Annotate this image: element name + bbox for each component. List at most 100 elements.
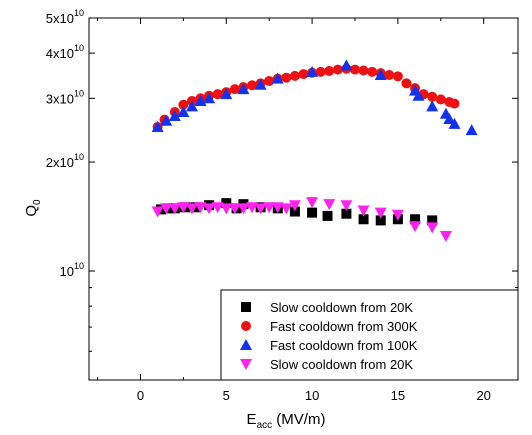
- data-point: [271, 72, 284, 84]
- legend-marker: [240, 339, 252, 350]
- data-point: [448, 117, 461, 129]
- data-point: [263, 202, 276, 214]
- legend-label: Slow cooldown from 20K: [270, 300, 413, 315]
- data-point: [177, 105, 190, 117]
- data-point: [443, 113, 456, 125]
- data-point: [341, 208, 352, 219]
- data-point: [427, 215, 438, 226]
- data-point: [212, 89, 223, 100]
- data-point: [427, 91, 438, 102]
- x-tick-label: 15: [391, 388, 405, 403]
- series-2: [152, 63, 460, 132]
- data-point: [349, 64, 360, 75]
- data-point: [392, 71, 403, 82]
- legend-label: Fast cooldown from 300K: [270, 319, 418, 334]
- y-tick-label: 3x1010: [46, 88, 84, 106]
- data-point: [412, 89, 425, 101]
- axis-ticks: 0 5 10 15 20 5x1010 4x1010 3x1010 2x1010 1010: [46, 8, 518, 403]
- data-point: [306, 197, 319, 209]
- x-axis-title: Eacc (MV/m): [247, 411, 326, 430]
- data-point: [289, 206, 300, 217]
- data-point: [237, 83, 250, 95]
- data-point: [237, 203, 250, 215]
- data-point: [332, 64, 343, 75]
- legend-item-1: Slow cooldown from 20K: [241, 300, 413, 315]
- data-point: [323, 199, 336, 211]
- data-point: [178, 99, 189, 110]
- y-tick-label: 2x1010: [46, 152, 84, 170]
- data-point: [194, 202, 207, 214]
- data-point: [426, 100, 439, 112]
- data-point: [306, 65, 319, 77]
- data-point: [229, 84, 240, 95]
- legend-marker: [241, 302, 251, 312]
- data-point: [281, 72, 292, 83]
- data-point: [228, 203, 241, 215]
- data-point: [401, 78, 412, 89]
- x-tick-label: 5: [223, 388, 230, 403]
- data-point: [264, 75, 275, 86]
- data-point: [374, 207, 387, 219]
- data-point: [271, 202, 284, 214]
- y-axis-title: Q0: [23, 199, 43, 217]
- legend-marker: [240, 359, 252, 370]
- data-point: [358, 65, 369, 76]
- legend-item-3: Fast cooldown from 100K: [240, 338, 418, 353]
- data-point: [465, 124, 478, 136]
- data-point: [254, 78, 267, 90]
- legend-entries: Slow cooldown from 20K Fast cooldown from…: [240, 300, 418, 372]
- series-4: [151, 197, 452, 242]
- x-tick-label: 0: [137, 388, 144, 403]
- data-point: [185, 203, 198, 215]
- data-point: [367, 66, 378, 77]
- data-point: [220, 88, 233, 100]
- data-point: [254, 203, 267, 215]
- data-point: [280, 203, 293, 215]
- data-point: [221, 198, 232, 209]
- data-point: [168, 110, 181, 122]
- series-3: [151, 59, 478, 136]
- data-points: [151, 59, 478, 242]
- legend-label: Slow cooldown from 20K: [270, 357, 413, 372]
- y-tick-label: 5x1010: [46, 8, 84, 26]
- data-point: [435, 94, 446, 105]
- data-point: [307, 207, 318, 218]
- data-point: [340, 200, 353, 212]
- legend-box: [220, 289, 519, 381]
- legend-item-2: Fast cooldown from 300K: [241, 319, 418, 334]
- data-point: [203, 92, 216, 104]
- data-point: [375, 215, 386, 226]
- data-point: [358, 214, 369, 225]
- data-point: [315, 66, 326, 77]
- y-tick-label: 1010: [60, 261, 84, 279]
- legend: Slow cooldown from 20K Fast cooldown from…: [220, 289, 519, 381]
- data-point: [160, 114, 173, 126]
- data-point: [298, 69, 309, 80]
- legend-label: Fast cooldown from 100K: [270, 338, 418, 353]
- data-point: [203, 203, 216, 215]
- data-point: [151, 120, 164, 132]
- data-point: [340, 59, 353, 71]
- data-point: [289, 70, 300, 81]
- data-point: [449, 98, 460, 109]
- data-point: [185, 100, 198, 112]
- x-tick-label: 20: [476, 388, 490, 403]
- legend-marker: [241, 321, 251, 331]
- data-point: [322, 210, 333, 221]
- data-point: [151, 206, 164, 218]
- data-point: [384, 69, 395, 80]
- data-point: [410, 214, 421, 225]
- data-point: [357, 205, 370, 217]
- data-point: [168, 203, 181, 215]
- data-point: [374, 68, 387, 80]
- data-point: [409, 221, 422, 233]
- legend-item-4: Slow cooldown from 20K: [240, 357, 413, 372]
- data-point: [391, 209, 404, 221]
- data-point: [160, 203, 173, 215]
- data-point: [247, 80, 258, 91]
- data-point: [220, 203, 233, 215]
- data-point: [439, 230, 452, 242]
- data-point: [177, 202, 190, 214]
